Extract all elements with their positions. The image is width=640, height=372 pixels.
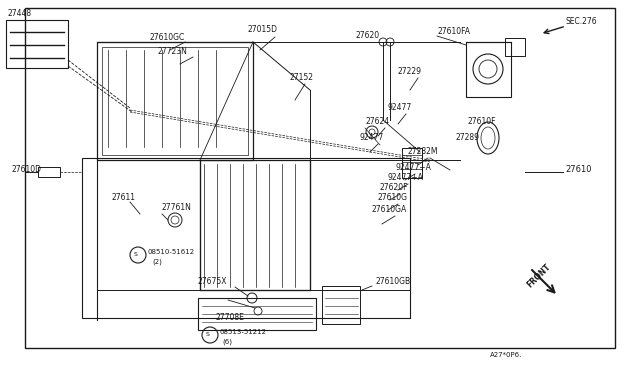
Text: 92477: 92477 (388, 103, 412, 112)
Bar (38, 167, 60, 177)
Bar (505, 38, 525, 56)
Text: 27761N: 27761N (162, 203, 192, 212)
Text: 27282M: 27282M (408, 148, 438, 157)
Text: 27610GB: 27610GB (375, 278, 410, 286)
Text: 27624: 27624 (366, 118, 390, 126)
Text: 27229: 27229 (398, 67, 422, 77)
Text: FRONT: FRONT (525, 262, 552, 290)
Bar (198, 298, 316, 330)
Text: 08513-51212: 08513-51212 (220, 329, 267, 335)
Text: A27*0P6.: A27*0P6. (490, 352, 522, 358)
Text: 27610G: 27610G (378, 193, 408, 202)
Text: 27610F: 27610F (468, 118, 497, 126)
Text: 27620F: 27620F (380, 183, 408, 192)
Text: (6): (6) (222, 339, 232, 345)
Text: 27610: 27610 (565, 166, 591, 174)
Bar (466, 42, 511, 97)
Bar (97, 42, 253, 160)
Text: S: S (134, 253, 138, 257)
Bar (322, 286, 360, 324)
Text: 27610GC: 27610GC (150, 33, 185, 42)
Text: 27611: 27611 (112, 192, 136, 202)
Text: 27620: 27620 (355, 31, 379, 39)
Text: 08510-51612: 08510-51612 (148, 249, 195, 255)
Text: 27610D: 27610D (12, 166, 42, 174)
Bar (200, 160, 310, 290)
Text: 27152: 27152 (290, 74, 314, 83)
Text: 27015D: 27015D (248, 26, 278, 35)
Bar (82, 158, 410, 318)
Text: S: S (206, 333, 210, 337)
Text: (2): (2) (152, 259, 162, 265)
Text: 27708E: 27708E (215, 314, 244, 323)
Text: 27723N: 27723N (158, 48, 188, 57)
Text: 27448: 27448 (8, 10, 32, 19)
Text: 27675X: 27675X (198, 278, 227, 286)
Bar (402, 148, 422, 178)
Text: 92477+A: 92477+A (395, 164, 431, 173)
Text: 92477: 92477 (360, 134, 384, 142)
Text: SEC.276: SEC.276 (566, 17, 598, 26)
Text: 27610FA: 27610FA (437, 28, 470, 36)
Bar (6, 20, 68, 68)
Text: 27289: 27289 (455, 134, 479, 142)
Bar (102, 47, 248, 155)
Text: 92477+A: 92477+A (388, 173, 424, 183)
Text: 27610GA: 27610GA (372, 205, 407, 215)
